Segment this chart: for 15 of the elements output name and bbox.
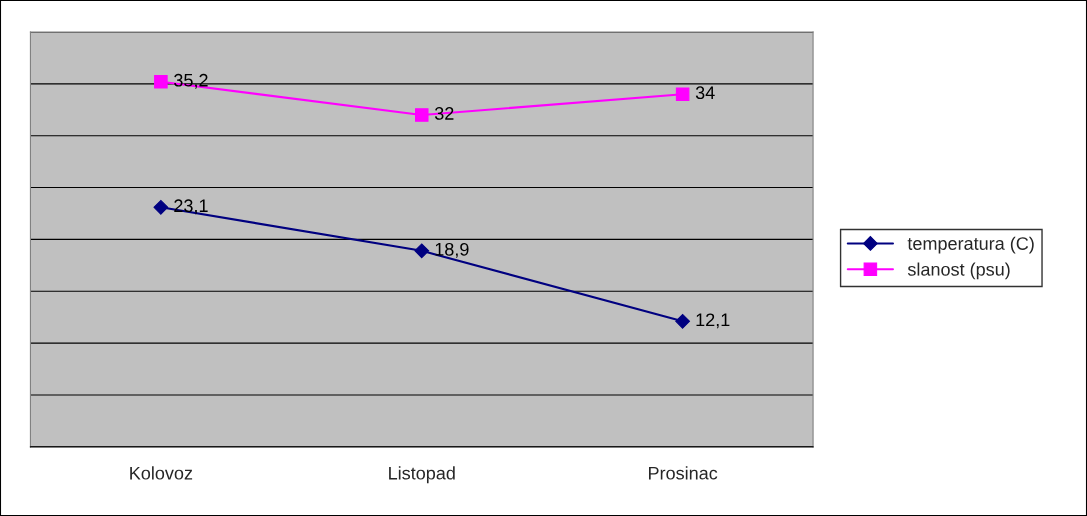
data-label: 12,1 — [696, 313, 730, 329]
x-tick-label: Kolovoz — [130, 466, 193, 480]
point — [675, 313, 691, 329]
point — [153, 199, 169, 215]
data-label: 18,9 — [435, 242, 469, 258]
data-label: 23,1 — [174, 199, 208, 215]
x-tick-label: Prosinac — [648, 466, 718, 480]
point — [154, 75, 168, 89]
point — [675, 87, 690, 101]
legend-label: slanost (psu) — [907, 262, 1010, 280]
point — [414, 243, 430, 259]
x-tick-label: Listopad — [389, 466, 455, 484]
point — [414, 108, 429, 122]
legend-label: temperatura (C) — [907, 236, 1034, 254]
data-label: 34 — [695, 86, 715, 100]
